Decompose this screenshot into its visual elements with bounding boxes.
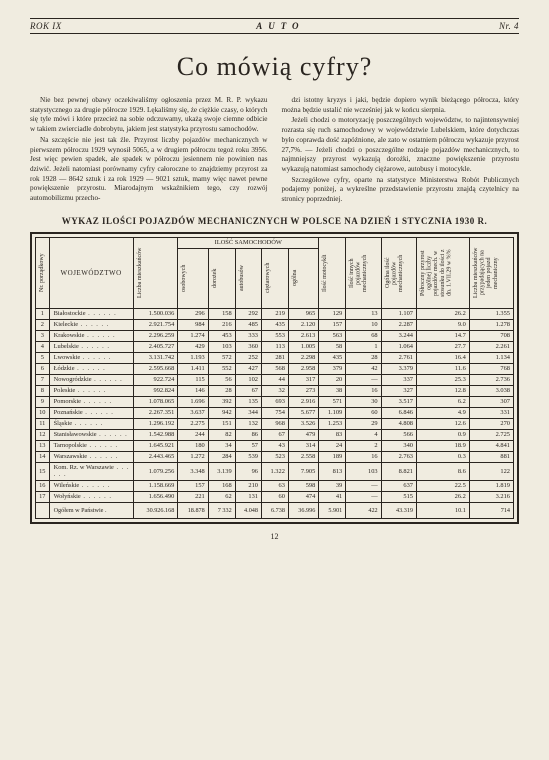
table-wrap: Nr. porządkowy WOJEWÓDZTWO Liczba mieszk… <box>30 232 519 524</box>
th-ogpoj: Ogólna ilość pojazdów mechanicznych <box>384 245 406 301</box>
table-row: 5Lwowskie3.131.7421.1935722522812.298435… <box>36 352 514 363</box>
para: Jeżeli chodzi o motoryzację poszczególny… <box>282 116 520 174</box>
woj-cell: Lwowskie <box>49 352 133 363</box>
table-title: WYKAZ ILOŚCI POJAZDÓW MECHANICZNYCH W PO… <box>30 216 519 226</box>
table-row: 13Tarnopolskie1.645.92118034574331424234… <box>36 440 514 451</box>
article-title: Co mówią cyfry? <box>30 52 519 82</box>
total-row: Ogółem w Państwie . 30.926.168 18.878 7 … <box>36 502 514 518</box>
th-osob: osobowych <box>180 250 189 306</box>
woj-cell: Wołyńskie <box>49 491 133 502</box>
table-row: 15Kom. Rz. w Warszawie1.079.2563.3483.13… <box>36 462 514 480</box>
woj-cell: Nowogródzkie <box>49 374 133 385</box>
woj-cell: Poznańskie <box>49 407 133 418</box>
th-ciez: ciężarowych <box>264 250 273 306</box>
th-mieszk: Liczba mieszkańców <box>136 245 145 301</box>
table-row: 7Nowogródzkie922.724115561024431720—3372… <box>36 374 514 385</box>
th-woj: WOJEWÓDZTWO <box>49 237 133 308</box>
table-row: 17Wołyńskie1.656.490221621316047441—5152… <box>36 491 514 502</box>
woj-cell: Tarnopolskie <box>49 440 133 451</box>
para: Nie bez pewnej obawy oczekiwaliśmy ogłos… <box>30 96 268 135</box>
th-proc: Półroczny przyrost ogólnej liczby pojazd… <box>419 245 454 301</box>
table-row: 6Łódzkie2.595.6681.4115524275682.9583794… <box>36 363 514 374</box>
table-row: 11Śląskie1.296.1922.2751511329683.5261.2… <box>36 418 514 429</box>
woj-cell: Poleskie <box>49 385 133 396</box>
col-left: Nie bez pewnej obawy oczekiwaliśmy ogłos… <box>30 96 268 206</box>
th-ilosc: ILOŚĆ SAMOCHODÓW <box>178 237 319 248</box>
woj-cell: Wileńskie <box>49 480 133 491</box>
th-doroz: dorożek <box>211 250 220 306</box>
table-row: 16Wileńskie1.158.6691571682106359839—637… <box>36 480 514 491</box>
woj-cell: Pomorskie <box>49 396 133 407</box>
col-right: dzi istotny kryzys i jaki, będzie dopier… <box>282 96 520 206</box>
total-label: Ogółem w Państwie . <box>49 502 133 518</box>
table-row: 2Kieleckie2.921.7549842164854352.1201571… <box>36 319 514 330</box>
body-columns: Nie bez pewnej obawy oczekiwaliśmy ogłos… <box>30 96 519 206</box>
table-row: 1Białostockie1.500.036296158292219965129… <box>36 308 514 319</box>
table-row: 3Krakowskie2.296.2591.2744533335532.6135… <box>36 330 514 341</box>
woj-cell: Lubelskie <box>49 341 133 352</box>
woj-cell: Krakowskie <box>49 330 133 341</box>
woj-cell: Warszawskie <box>49 451 133 462</box>
vehicle-table: Nr. porządkowy WOJEWÓDZTWO Liczba mieszk… <box>35 237 514 519</box>
woj-cell: Łódzkie <box>49 363 133 374</box>
table-row: 10Poznańskie2.267.3513.6379423447545.677… <box>36 407 514 418</box>
woj-cell: Kieleckie <box>49 319 133 330</box>
para: Szczegółowe cyfry, oparte na statystyce … <box>282 176 520 205</box>
table-row: 8Poleskie992.824146286732273381632712.83… <box>36 385 514 396</box>
th-namk: Liczba mieszkańców przypadających na jed… <box>472 245 500 301</box>
table-row: 9Pomorskie1.078.0651.6963921356932.91657… <box>36 396 514 407</box>
para: Na szczęście nie jest tak źle. Przyrost … <box>30 136 268 204</box>
table-row: 4Lubelskie2.405.7274291033601131.0055811… <box>36 341 514 352</box>
woj-cell: Śląskie <box>49 418 133 429</box>
header-right: Nr. 4 <box>499 21 519 31</box>
header-left: ROK IX <box>30 21 62 31</box>
th-ogolna: ogólna <box>291 250 300 306</box>
woj-cell: Stanisławowskie <box>49 429 133 440</box>
th-inne: Ilość innych pojazdów mechanicznych <box>348 245 370 301</box>
page-number: 12 <box>30 532 519 541</box>
woj-cell: Kom. Rz. w Warszawie <box>49 462 133 480</box>
th-moto: Ilość motocykli <box>321 245 330 301</box>
header-center: AUTO <box>256 21 304 31</box>
para: dzi istotny kryzys i jaki, będzie dopier… <box>282 96 520 115</box>
table-row: 12Stanisławowskie1.542.98824482866747983… <box>36 429 514 440</box>
th-autob: autobusów <box>238 250 247 306</box>
page-header: ROK IX AUTO Nr. 4 <box>30 18 519 34</box>
th-nr: Nr. porządkowy <box>38 245 47 301</box>
woj-cell: Białostockie <box>49 308 133 319</box>
table-row: 14Warszawskie2.443.4651.2722845395232.55… <box>36 451 514 462</box>
